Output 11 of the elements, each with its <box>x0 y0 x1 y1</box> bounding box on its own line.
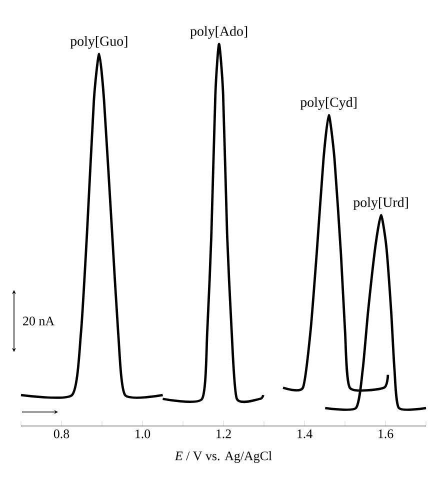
series-label: poly[Ado] <box>190 26 248 39</box>
x-tick-label: 1.2 <box>216 430 231 438</box>
series-label: poly[Urd] <box>353 197 408 210</box>
x-tick-label: 1.6 <box>378 430 394 438</box>
x-tick-label: 1.4 <box>298 430 312 438</box>
annotation: 20 nA <box>23 316 54 326</box>
series-label: poly[Cyd] <box>300 97 356 110</box>
x-tick-label: 0.8 <box>54 430 70 438</box>
series-label: poly[Guo] <box>70 36 128 49</box>
x-axis-title: E / V vs. Ag/AgCl <box>174 451 272 463</box>
x-tick-label: 1.0 <box>136 430 150 438</box>
